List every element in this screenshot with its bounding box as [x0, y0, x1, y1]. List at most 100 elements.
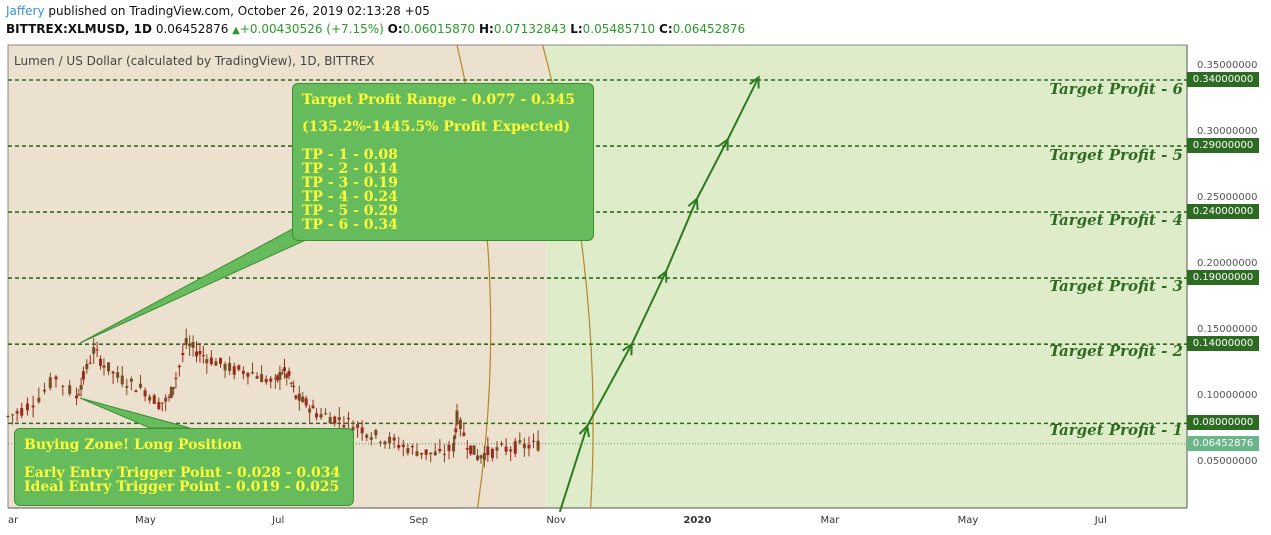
candle-body [31, 405, 35, 408]
tp-item: TP - 3 - 0.19 [302, 175, 398, 191]
candle-body [378, 442, 382, 444]
target-range-title: Target Profit Range - 0.077 - 0.345 [302, 92, 576, 108]
candle-body [120, 375, 124, 385]
candle-body [482, 452, 486, 460]
candle-body [297, 393, 301, 401]
target-price-tag: 0.34000000 [1187, 72, 1259, 87]
candle-body [232, 366, 236, 375]
x-tick-label: Sep [409, 515, 429, 526]
candle-body [164, 397, 168, 402]
candle-body [360, 427, 364, 434]
target-range-subtitle: (135.2%-1445.5% Profit Expected) [302, 119, 571, 135]
candle-body [129, 378, 133, 382]
candle-body [447, 444, 451, 451]
candle-body [522, 443, 526, 449]
ideal-entry: Ideal Entry Trigger Point - 0.019 - 0.02… [24, 479, 340, 495]
y-tick-label: 0.30000000 [1197, 125, 1258, 137]
x-tick-label: Jul [272, 515, 285, 526]
candle-body [201, 355, 205, 357]
candle-body [237, 365, 241, 370]
candle-body [479, 455, 483, 459]
candle-body [337, 417, 341, 421]
publish-header: Jaffery published on TradingView.com, Oc… [6, 4, 430, 18]
candle-body [532, 440, 536, 442]
projection-segment [665, 198, 698, 272]
candle-body [99, 358, 103, 366]
candle-body [218, 357, 222, 364]
candle-body [346, 417, 350, 420]
candle-body [356, 424, 360, 428]
candle-body [174, 377, 178, 379]
candle-body [269, 378, 273, 382]
candle-body [458, 419, 462, 430]
candle-body [278, 371, 282, 380]
candle-body [311, 405, 315, 409]
candle-body [536, 440, 540, 451]
candle-body [250, 372, 254, 374]
target-label-1: Target Profit - 1 [1049, 421, 1183, 439]
candle-body [37, 397, 41, 402]
last-price-tag: 0.06452876 [1187, 435, 1259, 451]
chart-title: Lumen / US Dollar (calculated by Trading… [14, 54, 375, 68]
candle-body [77, 394, 81, 396]
target-price-tag: 0.08000000 [1187, 415, 1259, 431]
projection-arrowhead [749, 75, 760, 89]
candle-body [95, 349, 99, 351]
candle-body [455, 410, 459, 424]
early-entry: Early Entry Trigger Point - 0.028 - 0.03… [24, 465, 341, 481]
green-zone [546, 45, 1187, 508]
y-tick-label: 0.15000000 [1197, 323, 1258, 335]
candle-body [513, 441, 517, 454]
tp-item: TP - 6 - 0.34 [302, 217, 398, 233]
candle-body [195, 351, 199, 357]
candle-body [328, 416, 332, 424]
candle-body [424, 449, 428, 455]
candle-body [383, 441, 387, 445]
candle-body [365, 434, 369, 438]
y-tick-label: 0.35000000 [1197, 59, 1258, 71]
low-value: 0.05485710 [582, 22, 656, 36]
target-label-5: Target Profit - 5 [1049, 146, 1183, 164]
candle-body [79, 384, 83, 390]
candle-body [388, 436, 392, 444]
candle-body [205, 359, 209, 364]
candle-body [374, 429, 378, 436]
candle-body [392, 437, 396, 441]
open-value: 0.06015870 [402, 22, 476, 36]
candle-body [509, 449, 513, 452]
candle-body [214, 361, 218, 366]
x-tick-label: Nov [546, 515, 566, 526]
candle-body [111, 371, 115, 374]
candle-body [287, 371, 291, 376]
projection-segment [630, 271, 667, 345]
candle-body [472, 445, 476, 455]
price-change: +0.00430526 (+7.15%) [239, 22, 384, 36]
projection-segment [726, 76, 760, 140]
candle-body [223, 364, 227, 371]
target-price-tag: 0.29000000 [1187, 138, 1259, 154]
candle-body [107, 362, 111, 372]
author-link[interactable]: Jaffery [6, 4, 45, 18]
target-range-callout: Target Profit Range - 0.077 - 0.345 (135… [292, 83, 594, 241]
candle-body [324, 413, 328, 415]
ohlc-header: BITTREX:XLMUSD, 1D 0.06452876 ▲+0.004305… [6, 22, 745, 36]
candle-body [285, 373, 289, 378]
candle-body [490, 448, 494, 458]
candle-body [264, 378, 268, 383]
close-label: C: [659, 22, 673, 36]
y-tick-label: 0.10000000 [1197, 389, 1258, 401]
open-label: O: [387, 22, 403, 36]
candle-body [81, 371, 85, 380]
buying-zone-callout: Buying Zone! Long Position Early Entry T… [14, 428, 354, 506]
candle-body [500, 443, 504, 445]
candle-body [102, 365, 106, 368]
x-tick-label: May [957, 515, 979, 526]
candle-body [181, 353, 185, 356]
candle-body [139, 383, 143, 388]
candle-body [433, 451, 437, 456]
candle-body [167, 396, 171, 398]
candle-body [191, 342, 195, 348]
up-arrow-icon: ▲ [232, 25, 240, 36]
candle-body [228, 362, 232, 371]
target-label-4: Target Profit - 4 [1049, 211, 1183, 229]
